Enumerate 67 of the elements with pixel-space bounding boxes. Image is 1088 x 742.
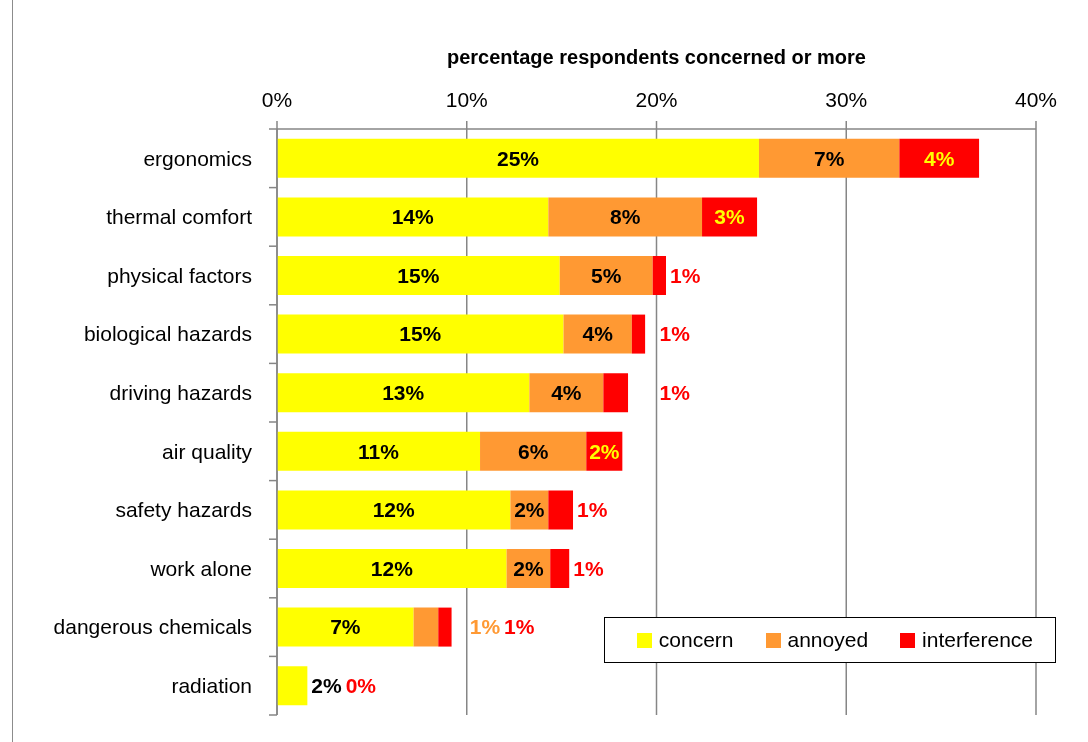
y-tick-label: work alone	[149, 556, 252, 580]
bar	[548, 490, 574, 530]
bar	[548, 197, 703, 237]
x-tick-label: 0%	[261, 88, 293, 111]
bar	[277, 314, 564, 354]
data-label: 6%	[517, 439, 549, 463]
data-label: 1%	[573, 556, 604, 580]
legend-label: concern	[658, 628, 734, 652]
data-label: 2%	[589, 439, 620, 463]
data-label: 1%	[659, 381, 691, 405]
data-label: 1%	[469, 615, 501, 639]
data-label: 1%	[504, 615, 535, 639]
legend-label: interference	[922, 628, 1033, 652]
bar	[652, 255, 666, 295]
y-tick-label: thermal comfort	[106, 205, 253, 229]
y-tick-label: physical factors	[107, 263, 252, 287]
data-label: 1%	[669, 263, 701, 287]
bar	[277, 490, 511, 530]
data-label: 15%	[397, 263, 440, 287]
data-label: 3%	[714, 205, 746, 229]
bar	[277, 138, 759, 178]
y-tick-label: radiation	[171, 674, 252, 698]
bar	[550, 548, 570, 588]
data-label: 0%	[345, 674, 377, 698]
x-tick-label: 40%	[1014, 88, 1058, 111]
bar	[631, 314, 646, 354]
bar	[277, 197, 549, 237]
x-axis-title: percentage respondents concerned or more	[446, 45, 867, 69]
data-label: 4%	[551, 381, 582, 405]
data-label: 14%	[391, 205, 435, 229]
bar	[603, 373, 629, 413]
bar	[758, 138, 900, 178]
bar	[438, 607, 452, 647]
data-label: 13%	[382, 381, 425, 405]
data-label: 8%	[610, 205, 641, 229]
data-label: 12%	[372, 498, 416, 522]
bar	[413, 607, 439, 647]
data-label: 1%	[577, 498, 608, 522]
data-label: 15%	[399, 322, 442, 346]
legend-label: annoyed	[787, 628, 869, 652]
y-tick-label: dangerous chemicals	[53, 615, 252, 639]
data-label: 2%	[513, 556, 544, 580]
data-label: 1%	[659, 322, 691, 346]
x-tick-label: 20%	[635, 88, 678, 111]
y-tick-label: driving hazards	[109, 381, 252, 405]
data-label: 4%	[582, 322, 614, 346]
data-label: 7%	[813, 146, 845, 170]
data-label: 2%	[311, 674, 343, 698]
y-tick-label: air quality	[162, 439, 253, 463]
bar	[277, 666, 308, 706]
data-label: 2%	[514, 498, 545, 522]
data-label: 12%	[370, 556, 414, 580]
data-label: 5%	[591, 263, 622, 287]
y-tick-label: biological hazards	[83, 322, 252, 346]
x-tick-label: 10%	[445, 88, 488, 111]
data-label: 25%	[496, 146, 540, 170]
data-label: 4%	[924, 146, 955, 170]
data-label: 7%	[330, 615, 361, 639]
data-label: 11%	[358, 439, 400, 463]
x-tick-label: 30%	[825, 88, 868, 111]
y-tick-label: ergonomics	[143, 146, 252, 170]
y-tick-label: safety hazards	[115, 498, 252, 522]
bar	[277, 548, 507, 588]
bar	[277, 255, 560, 295]
bar	[277, 607, 414, 647]
bar	[277, 373, 530, 413]
bar	[277, 431, 481, 471]
